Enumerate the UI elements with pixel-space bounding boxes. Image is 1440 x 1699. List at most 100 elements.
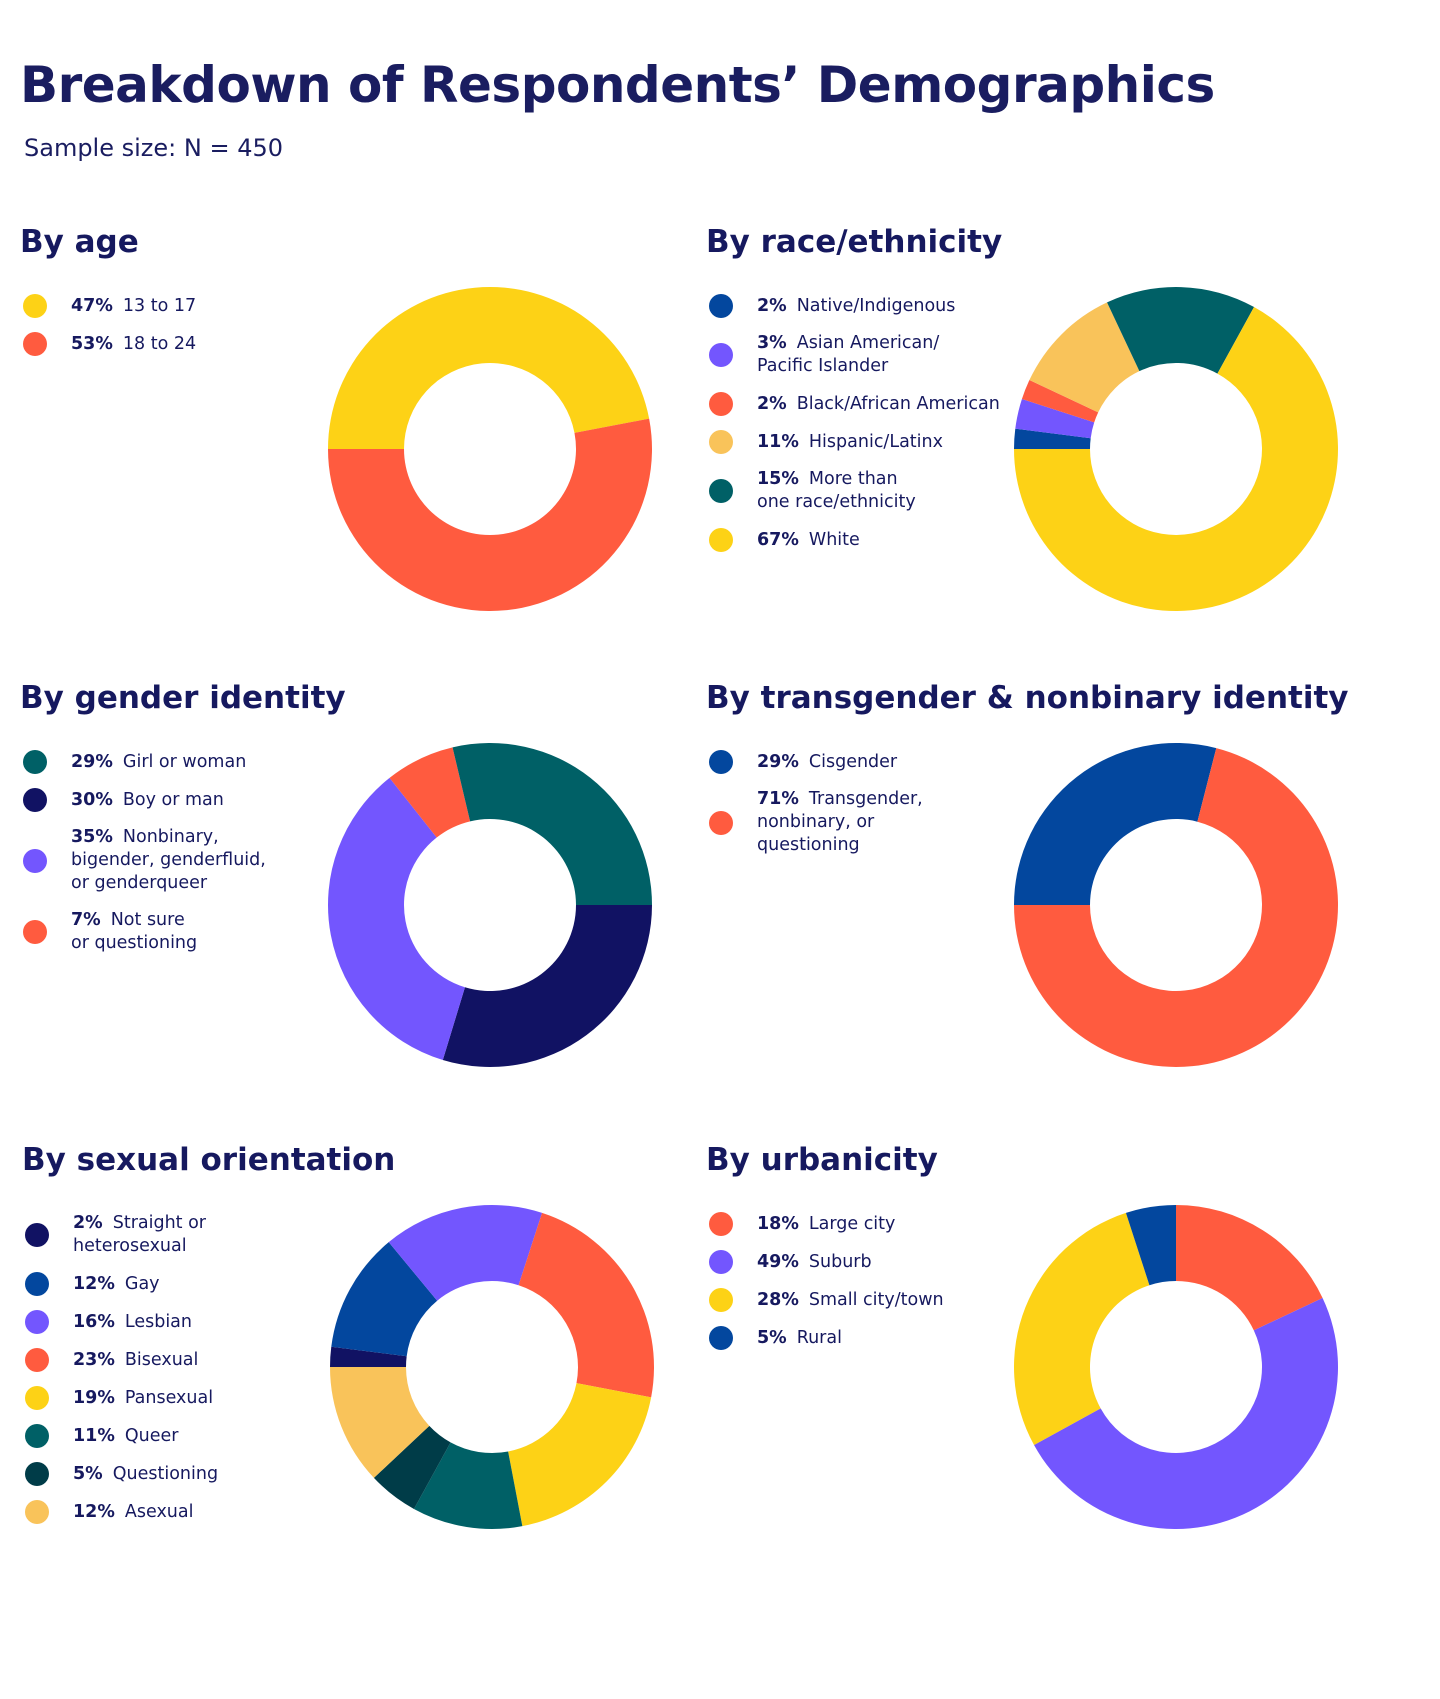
legend-percent: 18% (757, 1213, 799, 1234)
donut-slice-gay (331, 1242, 438, 1357)
legend-label: Hispanic/Latinx (808, 431, 943, 452)
legend-swatch (23, 848, 47, 873)
donut-chart (1014, 287, 1338, 611)
legend-label: Transgender, nonbinary, or questioning (757, 789, 923, 855)
chart-legend: 29% Cisgender 71% Transgender, nonbinary, o… (709, 750, 1009, 871)
legend-percent: 2% (757, 393, 787, 414)
legend-text: 28% Small city/town (757, 1289, 944, 1312)
legend-label: Cisgender (808, 751, 898, 772)
donut-chart (328, 743, 652, 1067)
legend-label: 13 to 17 (122, 295, 197, 316)
legend-text: 18% Large city (757, 1213, 895, 1236)
legend-percent: 7% (71, 910, 101, 930)
legend-text: 19% Pansexual (73, 1387, 213, 1410)
chart-panel-by-sexual-orientation: By sexual orientation 2% Straight or heter… (22, 1142, 722, 1602)
donut-slice-questioning (373, 1425, 451, 1509)
chart-legend: 29% Girl or woman 30% Boy or man 35% Nonbinar… (23, 750, 323, 969)
legend-text: 5% Questioning (73, 1463, 218, 1486)
chart-legend: 18% Large city 49% Suburb 28% Small city/town… (709, 1212, 1009, 1364)
donut-slice-small-city-town (1014, 1212, 1150, 1446)
legend-swatch (709, 392, 733, 416)
legend-text: 5% Rural (757, 1327, 842, 1350)
legend-swatch (709, 479, 733, 503)
legend-item-girl-or-woman: 29% Girl or woman (23, 750, 323, 774)
legend-item-pansexual: 19% Pansexual (25, 1386, 325, 1410)
legend-text: 11% Queer (73, 1425, 178, 1448)
legend-text: 23% Bisexual (73, 1349, 198, 1372)
legend-text: 29% Cisgender (757, 751, 897, 774)
legend-text: 35% Nonbinary, bigender, genderfluid, or … (71, 826, 266, 895)
donut-slice-boy-or-man (442, 905, 652, 1067)
legend-label: Not sure or questioning (71, 910, 198, 953)
legend-label: Girl or woman (122, 751, 247, 772)
legend-label: Nonbinary, bigender, genderfluid, or gen… (71, 827, 266, 893)
chart-title: By transgender & nonbinary identity (706, 680, 1349, 716)
chart-title: By race/ethnicity (706, 224, 1003, 260)
donut-slice-large-city (1176, 1205, 1323, 1331)
donut-slice-18-to-24 (328, 418, 652, 612)
chart-panel-by-urbanicity: By urbanicity 18% Large city 49% Suburb 28% Sm… (706, 1142, 1406, 1602)
chart-panel-by-age: By age 47% 13 to 17 53% 18 to 24 (20, 224, 720, 684)
page-title: Breakdown of Respondents’ Demographics (20, 56, 1215, 114)
donut-slice-black-african-american (1021, 380, 1099, 423)
legend-item-rural: 5% Rural (709, 1326, 1009, 1350)
legend-label: Rural (796, 1327, 842, 1348)
legend-item-straight-or-heterosexual: 2% Straight or heterosexual (25, 1212, 325, 1258)
legend-swatch (25, 1310, 49, 1334)
legend-item-black-african-american: 2% Black/African American (709, 392, 1009, 416)
legend-percent: 35% (71, 827, 113, 847)
legend-item-18-to-24: 53% 18 to 24 (23, 332, 323, 356)
legend-text: 12% Asexual (73, 1501, 193, 1524)
chart-legend: 2% Native/Indigenous 3% Asian American/ Pac… (709, 294, 1009, 566)
chart-title: By age (20, 224, 139, 260)
donut-chart (1014, 1205, 1338, 1529)
legend-item-cisgender: 29% Cisgender (709, 750, 1009, 774)
legend-item-large-city: 18% Large city (709, 1212, 1009, 1236)
legend-text: 47% 13 to 17 (71, 295, 196, 318)
legend-percent: 67% (757, 529, 799, 550)
legend-text: 16% Lesbian (73, 1311, 192, 1334)
legend-item-white: 67% White (709, 528, 1009, 552)
donut-slice-cisgender (1014, 743, 1217, 905)
chart-title: By urbanicity (706, 1142, 938, 1178)
legend-percent: 19% (73, 1387, 115, 1408)
legend-swatch (23, 788, 47, 812)
legend-label: Asexual (124, 1501, 194, 1522)
donut-slice-suburb (1034, 1298, 1338, 1529)
chart-legend: 47% 13 to 17 53% 18 to 24 (23, 294, 323, 370)
legend-item-lesbian: 16% Lesbian (25, 1310, 325, 1334)
legend-label: Native/Indigenous (796, 295, 956, 316)
legend-item-questioning: 5% Questioning (25, 1462, 325, 1486)
legend-percent: 12% (73, 1273, 115, 1294)
legend-swatch (709, 1288, 733, 1312)
donut-slice-asian-american-pacific-islander (1015, 398, 1095, 439)
legend-text: 49% Suburb (757, 1251, 872, 1274)
legend-percent: 2% (757, 295, 787, 316)
legend-swatch (709, 750, 733, 774)
legend-percent: 3% (757, 333, 787, 353)
legend-swatch (25, 1223, 49, 1247)
legend-percent: 2% (73, 1213, 103, 1233)
legend-item-native-indigenous: 2% Native/Indigenous (709, 294, 1009, 318)
legend-label: Boy or man (122, 789, 224, 810)
legend-swatch (709, 1326, 733, 1350)
legend-label: Small city/town (808, 1289, 944, 1310)
legend-percent: 5% (73, 1463, 103, 1484)
legend-percent: 71% (757, 789, 799, 809)
legend-item-hispanic-latinx: 11% Hispanic/Latinx (709, 430, 1009, 454)
legend-text: 67% White (757, 529, 860, 552)
legend-item-nonbinary-bigender-genderfluid-or-genderqueer: 35% Nonbinary, bigender, genderfluid, or … (23, 826, 323, 895)
legend-swatch (709, 343, 733, 367)
donut-chart (328, 287, 652, 612)
chart-panel-by-transgender-nonbinary-identity: By transgender & nonbinary identity 29% Ci… (706, 680, 1406, 1140)
legend-swatch (25, 1424, 49, 1448)
legend-text: 15% More than one race/ethnicity (757, 468, 916, 514)
donut-slice-transgender-nonbinary-or-questioning (1014, 748, 1338, 1067)
legend-text: 30% Boy or man (71, 789, 224, 812)
legend-label: More than one race/ethnicity (757, 469, 916, 512)
legend-percent: 15% (757, 469, 799, 489)
legend-swatch (23, 920, 47, 944)
legend-text: 11% Hispanic/Latinx (757, 431, 943, 454)
legend-item-gay: 12% Gay (25, 1272, 325, 1296)
legend-swatch (23, 332, 47, 356)
